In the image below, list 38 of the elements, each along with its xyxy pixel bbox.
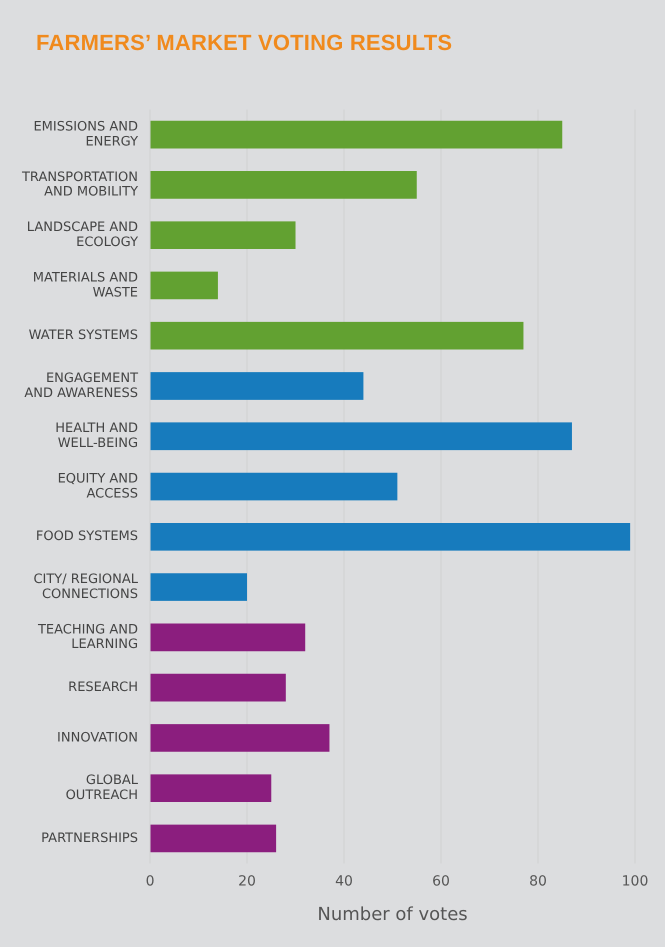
bar <box>150 372 364 400</box>
bar <box>150 322 524 350</box>
bar <box>150 522 630 551</box>
y-tick-label: WATER SYSTEMS <box>28 328 138 344</box>
y-tick-label: EQUITY AND ACCESS <box>58 471 138 502</box>
bar <box>150 422 572 450</box>
chart-title: FARMERS’ MARKET VOTING RESULTS <box>36 30 452 56</box>
bar <box>150 171 417 199</box>
x-tick-label: 80 <box>529 874 547 890</box>
bar <box>150 221 296 249</box>
y-tick-label: EMISSIONS AND ENERGY <box>33 120 138 150</box>
bar <box>150 774 272 802</box>
y-tick-label: INNOVATION <box>57 730 138 746</box>
bar <box>150 624 306 652</box>
y-tick-label: LANDSCAPE AND ECOLOGY <box>26 220 138 250</box>
bar <box>150 472 398 500</box>
bar <box>150 120 562 148</box>
y-tick-label: MATERIALS AND WASTE <box>32 270 138 300</box>
bar <box>150 824 276 852</box>
y-tick-label: PARTNERSHIPS <box>41 830 138 846</box>
y-tick-label: TEACHING AND LEARNING <box>36 622 138 652</box>
y-tick-label: RESEARCH <box>68 680 138 696</box>
bar <box>150 724 330 752</box>
y-tick-label: FOOD SYSTEMS <box>36 529 138 544</box>
y-tick-label: ENGAGEMENT AND AWARENESS <box>24 370 138 401</box>
x-tick-label: 100 <box>622 874 648 890</box>
y-tick-label: CITY/ REGIONAL CONNECTIONS <box>33 572 139 602</box>
x-axis-title: Number of votes <box>317 904 468 925</box>
y-tick-label: TRANSPORTATION AND MOBILITY <box>20 170 138 200</box>
bar <box>150 573 248 601</box>
y-tick-label: HEALTH AND WELL-BEING <box>55 421 138 452</box>
x-tick-label: 40 <box>335 874 353 890</box>
x-tick-label: 0 <box>146 874 154 890</box>
y-tick-label: GLOBAL OUTREACH <box>66 773 139 804</box>
x-tick-label: 60 <box>432 874 450 890</box>
x-tick-label: 20 <box>238 874 256 890</box>
bar <box>150 674 286 702</box>
bar <box>150 272 218 300</box>
